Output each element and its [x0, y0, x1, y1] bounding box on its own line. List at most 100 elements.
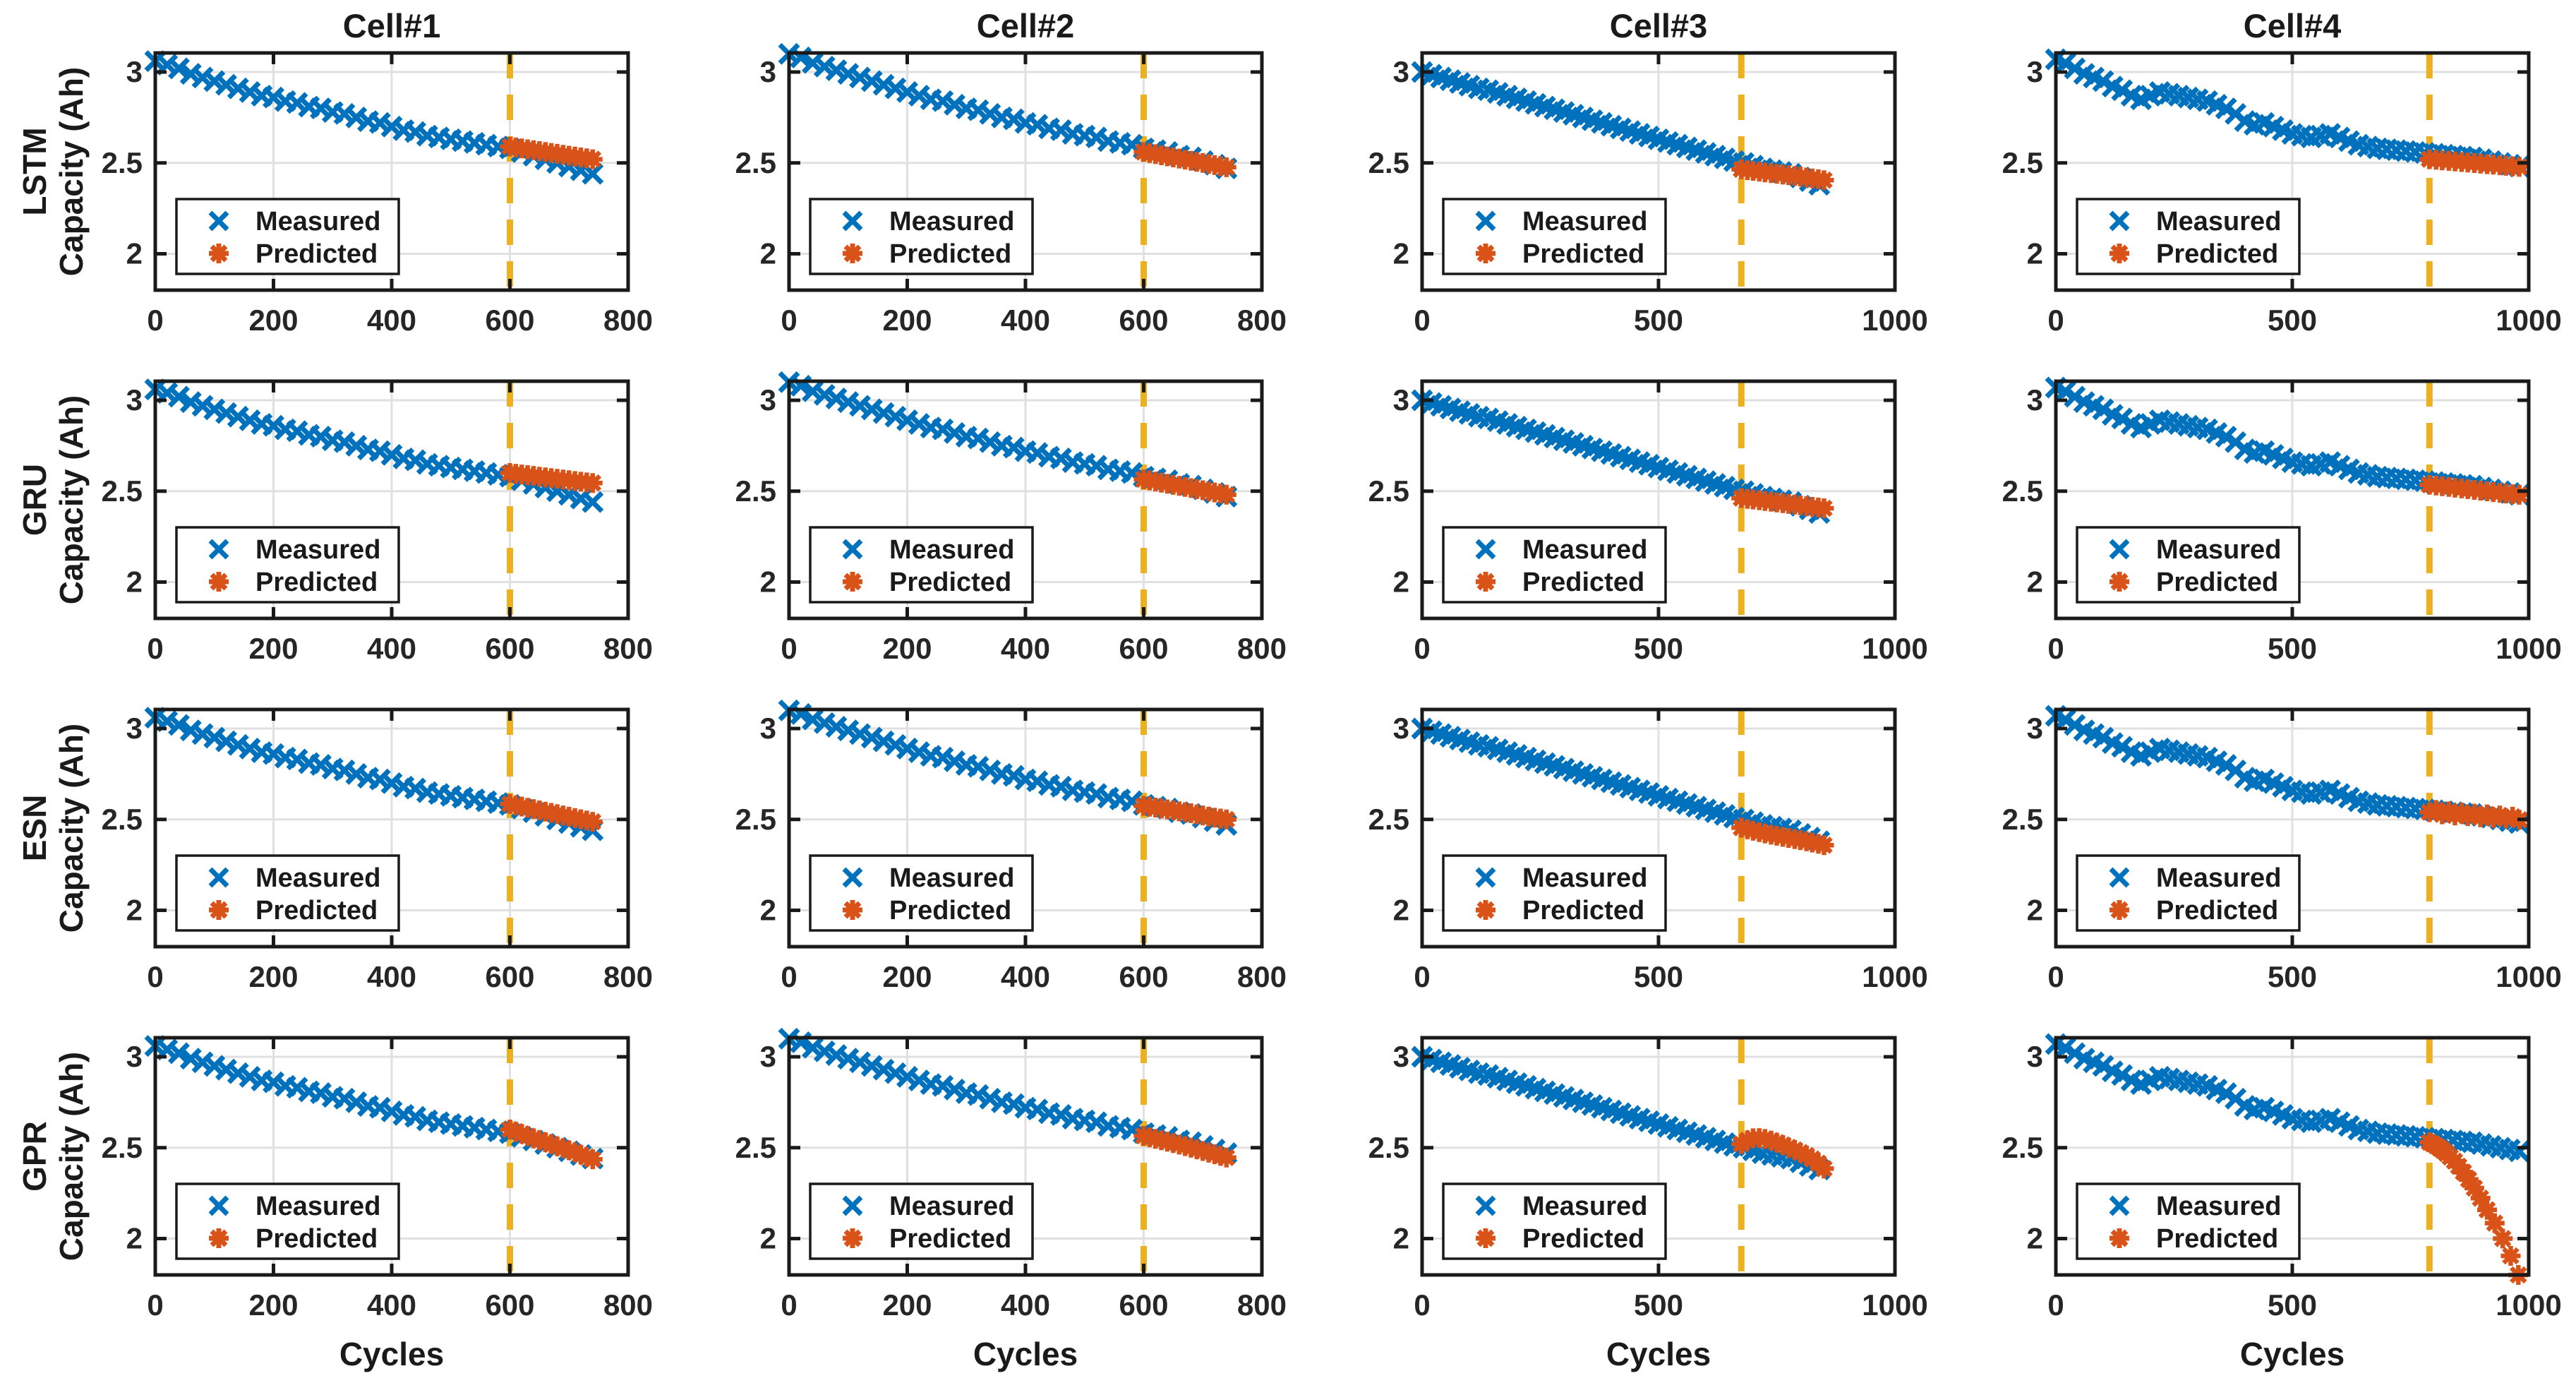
predicted-series	[1731, 159, 1834, 191]
subplot-GPR-Cell#2: 2 2.5 3 0 200 400 600 800 Cycles Measured Predicte…	[735, 1027, 1287, 1372]
legend-predicted-label: Predicted	[1522, 568, 1644, 597]
legend: Measured Predicted	[809, 854, 1034, 932]
legend-measured-label: Measured	[255, 207, 380, 236]
y-tick-label: 2	[760, 1222, 776, 1255]
x-tick-label: 1000	[2496, 1288, 2561, 1322]
x-axis-label: Cycles	[339, 1336, 444, 1372]
legend-predicted-label: Predicted	[1522, 239, 1644, 269]
subplot-GRU-Cell#4: 2 2.5 3 0 500 1000 Measured Predicted	[2002, 376, 2562, 665]
x-tick-label: 400	[1001, 1288, 1050, 1322]
legend: Measured Predicted	[2076, 854, 2301, 932]
subplot-title: Cell#2	[977, 7, 1074, 44]
legend-predicted-label: Predicted	[255, 568, 378, 597]
tick-marks	[2054, 1038, 2531, 1275]
predicted-series	[1133, 1126, 1236, 1168]
x-tick-label: 400	[367, 1288, 416, 1322]
predicted-series	[500, 136, 603, 169]
x-tick-label: 1000	[1862, 1288, 1927, 1322]
predicted-series	[1731, 488, 1834, 518]
y-tick-label: 2	[2027, 565, 2043, 599]
x-tick-label: 1000	[2496, 632, 2561, 665]
y-tick-label: 3	[760, 712, 776, 745]
legend-predicted-icon	[209, 244, 229, 263]
x-tick-label: 600	[1119, 304, 1168, 337]
legend-measured-label: Measured	[889, 863, 1014, 893]
x-tick-label: 0	[1414, 304, 1430, 337]
subplot-title: Cell#1	[343, 7, 440, 44]
y-tick-label: 2.5	[2002, 474, 2043, 508]
y-tick-label: 3	[126, 712, 143, 745]
subplot-ESN-Cell#4: 2 2.5 3 0 500 1000 Measured Predicted	[2002, 705, 2562, 993]
legend-measured-label: Measured	[2156, 1192, 2281, 1221]
x-tick-label: 0	[1414, 632, 1430, 665]
legend-measured-icon	[842, 867, 863, 888]
legend-predicted-icon	[2109, 1228, 2129, 1248]
x-tick-label: 0	[781, 960, 797, 993]
x-tick-label: 200	[882, 632, 932, 665]
subplot-GRU-Cell#3: 2 2.5 3 0 500 1000 Measured Predicted	[1368, 379, 1928, 665]
y-axis-label: Capacity (Ah)	[53, 67, 90, 276]
subplot-LSTM-Cell#2: 2 2.5 3 0 200 400 600 800 Cell#2 Measured Predicte…	[735, 7, 1287, 337]
predicted-series	[1133, 142, 1236, 177]
x-tick-label: 0	[1414, 1288, 1430, 1322]
x-tick-label: 0	[147, 960, 163, 993]
tick-marks	[153, 1038, 630, 1275]
legend: Measured Predicted	[2076, 526, 2301, 604]
x-tick-label: 200	[882, 1288, 932, 1322]
x-tick-label: 600	[485, 632, 534, 665]
x-tick-label: 0	[2047, 960, 2064, 993]
legend-measured-label: Measured	[2156, 207, 2281, 236]
x-tick-label: 200	[882, 304, 932, 337]
tick-marks	[153, 53, 630, 290]
x-tick-label: 200	[248, 1288, 298, 1322]
y-tick-label: 2.5	[1368, 803, 1409, 836]
legend-predicted-label: Predicted	[889, 239, 1011, 269]
legend-measured-icon	[842, 1195, 863, 1216]
tick-marks	[1420, 381, 1897, 618]
tick-marks	[787, 709, 1264, 947]
x-tick-label: 500	[1634, 1288, 1683, 1322]
x-tick-label: 0	[147, 632, 163, 665]
predicted-series	[2419, 474, 2529, 505]
legend-measured-icon	[1475, 210, 1496, 232]
row-model-label: GRU	[16, 464, 53, 536]
legend-measured-icon	[2109, 210, 2130, 232]
tick-marks	[787, 381, 1264, 618]
x-tick-label: 400	[367, 960, 416, 993]
y-tick-label: 2	[1393, 894, 1409, 927]
x-tick-label: 200	[248, 632, 298, 665]
y-tick-label: 3	[126, 1040, 143, 1073]
legend-measured-label: Measured	[255, 863, 380, 893]
x-tick-label: 600	[1119, 632, 1168, 665]
legend-predicted-label: Predicted	[889, 568, 1011, 597]
y-tick-label: 2	[2027, 894, 2043, 927]
tick-marks	[153, 381, 630, 618]
legend-predicted-label: Predicted	[2156, 568, 2278, 597]
y-tick-label: 2	[126, 237, 143, 270]
legend-measured-icon	[2109, 1195, 2130, 1216]
subplot-GPR-Cell#3: 2 2.5 3 0 500 1000 Cycles Measured Predicted	[1368, 1036, 1928, 1372]
y-tick-label: 2	[760, 237, 776, 270]
y-tick-label: 3	[760, 1040, 776, 1073]
predicted-series	[2419, 149, 2529, 177]
predicted-series	[1731, 1128, 1834, 1179]
tick-marks	[1420, 1038, 1897, 1275]
subplot-ESN-Cell#3: 2 2.5 3 0 500 1000 Measured Predicted	[1368, 707, 1928, 993]
legend-predicted-icon	[843, 900, 862, 920]
row-model-label: LSTM	[16, 127, 53, 215]
x-tick-label: 800	[603, 304, 653, 337]
y-tick-label: 2	[1393, 237, 1409, 270]
predicted-series	[500, 793, 603, 832]
x-tick-label: 600	[485, 304, 534, 337]
y-tick-label: 2.5	[102, 474, 143, 508]
x-tick-label: 500	[1634, 960, 1683, 993]
x-tick-label: 800	[1237, 304, 1287, 337]
tick-marks	[787, 53, 1264, 290]
legend-predicted-label: Predicted	[2156, 1224, 2278, 1254]
legend-measured-icon	[2109, 867, 2130, 888]
y-tick-label: 3	[1393, 1040, 1409, 1073]
row-model-label: ESN	[16, 795, 53, 862]
legend-measured-label: Measured	[1522, 207, 1647, 236]
legend: Measured Predicted	[175, 198, 400, 275]
